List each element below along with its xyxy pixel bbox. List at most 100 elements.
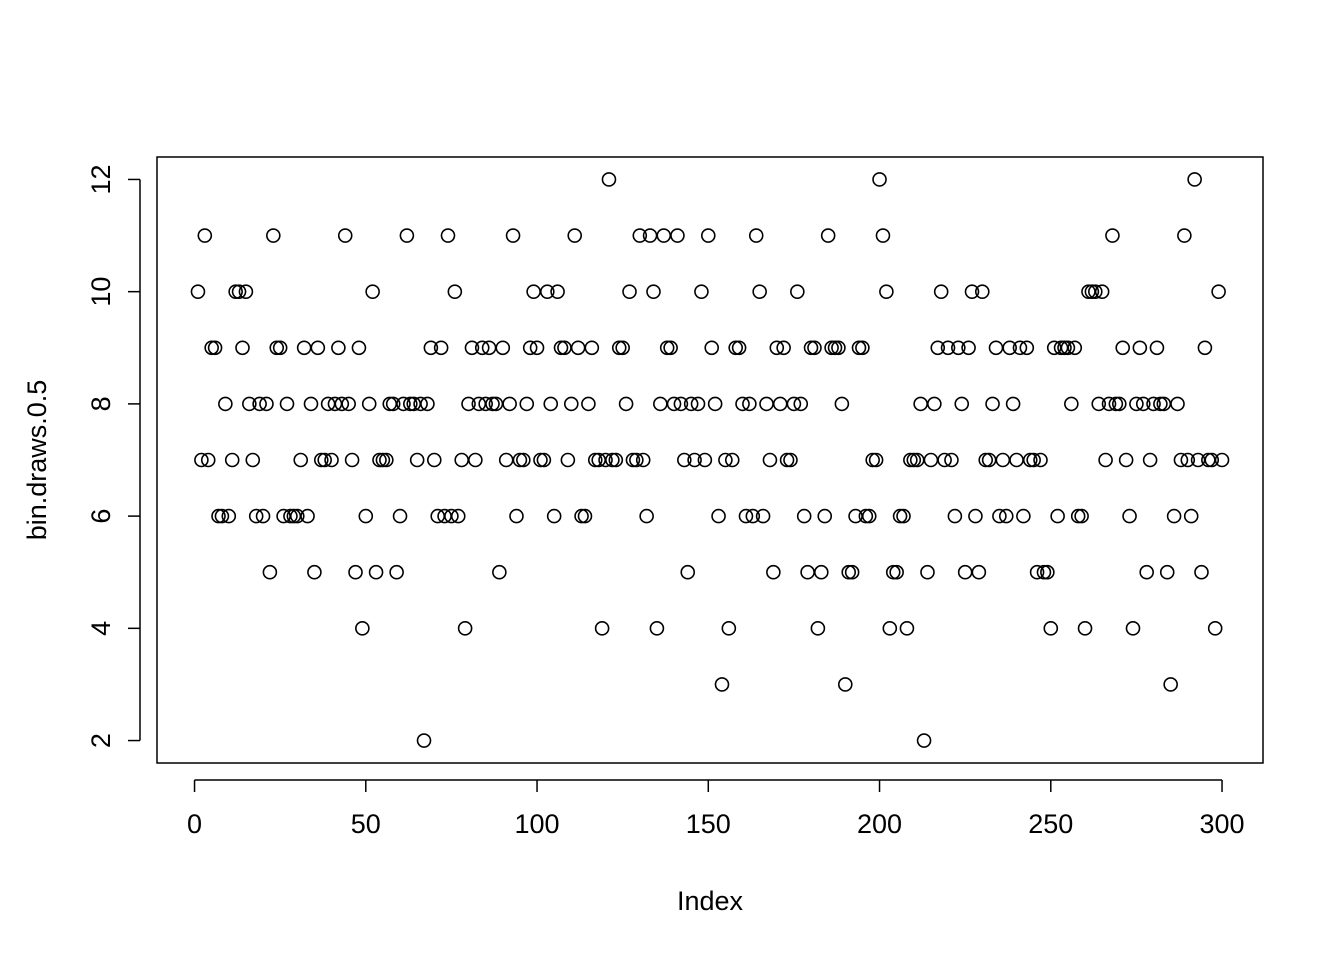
- x-tick-label: 150: [686, 809, 731, 839]
- point: [947, 508, 963, 524]
- point: [242, 396, 257, 412]
- point: [718, 452, 733, 468]
- point: [896, 508, 911, 524]
- point: [913, 396, 928, 412]
- point: [632, 228, 648, 243]
- point: [235, 340, 250, 356]
- point: [1180, 452, 1196, 468]
- point: [1105, 228, 1120, 243]
- point: [608, 452, 624, 468]
- point: [426, 452, 442, 468]
- point: [581, 396, 596, 412]
- point: [1019, 340, 1035, 356]
- point: [735, 396, 750, 412]
- point: [512, 452, 528, 468]
- point: [1153, 396, 1168, 412]
- point: [259, 396, 274, 412]
- point: [985, 396, 1000, 412]
- point: [262, 564, 278, 580]
- point: [238, 284, 254, 299]
- point: [1135, 396, 1151, 412]
- point: [1040, 564, 1055, 580]
- point: [570, 340, 586, 356]
- point: [509, 508, 524, 524]
- point: [331, 340, 346, 356]
- point: [834, 396, 850, 412]
- point: [1132, 340, 1148, 356]
- x-axis-title: Index: [677, 886, 744, 916]
- point: [748, 228, 764, 243]
- point: [1101, 396, 1117, 412]
- point: [731, 340, 747, 356]
- point: [1183, 508, 1199, 524]
- point: [814, 564, 829, 580]
- x-tick-label: 250: [1028, 809, 1073, 839]
- point: [221, 508, 237, 524]
- point: [961, 340, 976, 356]
- point: [868, 452, 884, 468]
- point: [382, 396, 398, 412]
- point: [1149, 340, 1165, 356]
- point: [639, 508, 654, 524]
- point: [968, 508, 983, 524]
- point: [272, 340, 288, 356]
- point: [440, 228, 456, 243]
- point: [1194, 564, 1209, 580]
- point: [379, 452, 394, 468]
- point: [988, 340, 1004, 356]
- point: [303, 396, 319, 412]
- point: [629, 452, 644, 468]
- point: [964, 284, 980, 299]
- point: [844, 564, 860, 580]
- point: [1060, 340, 1076, 356]
- point: [190, 284, 206, 299]
- point: [1012, 340, 1028, 356]
- point: [954, 396, 970, 412]
- point: [745, 508, 761, 524]
- point: [231, 284, 247, 299]
- point: [1163, 677, 1178, 692]
- y-tick-label: 10: [86, 277, 116, 307]
- point: [762, 452, 778, 468]
- point: [433, 340, 449, 356]
- point: [940, 340, 956, 356]
- point: [944, 452, 959, 468]
- point: [200, 452, 216, 468]
- point: [478, 396, 493, 412]
- point: [721, 621, 737, 636]
- point: [1091, 396, 1107, 412]
- point: [899, 621, 915, 636]
- point: [307, 564, 322, 580]
- point: [358, 508, 374, 524]
- point: [800, 564, 815, 580]
- point: [1016, 508, 1031, 524]
- point: [197, 228, 213, 243]
- point: [300, 508, 315, 524]
- point: [779, 452, 795, 468]
- point: [365, 284, 380, 299]
- point: [707, 396, 723, 412]
- point: [783, 452, 798, 468]
- point: [981, 452, 997, 468]
- point: [875, 228, 891, 243]
- point: [820, 228, 836, 243]
- point: [861, 508, 877, 524]
- point: [666, 396, 682, 412]
- point: [355, 621, 370, 636]
- point: [598, 452, 613, 468]
- point: [420, 396, 435, 412]
- point: [605, 452, 620, 468]
- point: [700, 228, 716, 243]
- point: [214, 508, 230, 524]
- point: [516, 452, 531, 468]
- point: [587, 452, 603, 468]
- point: [416, 733, 432, 748]
- point: [492, 564, 507, 580]
- point: [803, 340, 819, 356]
- point: [1098, 452, 1113, 468]
- point: [1211, 284, 1226, 299]
- point: [423, 340, 439, 356]
- point: [351, 340, 367, 356]
- point: [687, 452, 702, 468]
